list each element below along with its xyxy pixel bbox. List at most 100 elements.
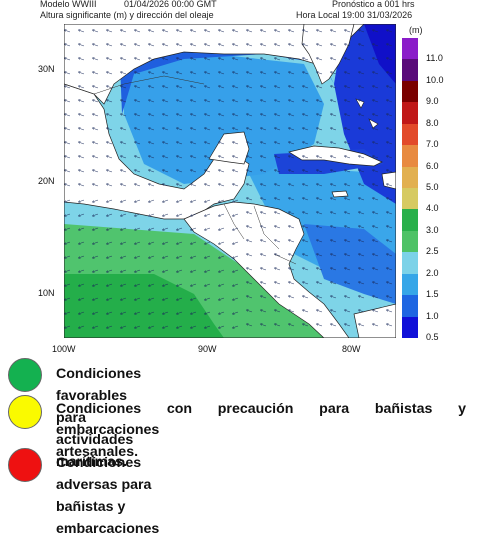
direction-arrow bbox=[64, 155, 71, 159]
direction-arrow bbox=[190, 71, 197, 75]
direction-arrow bbox=[232, 29, 239, 33]
direction-arrow bbox=[316, 127, 323, 131]
scale-swatch bbox=[402, 38, 418, 60]
direction-arrow bbox=[106, 255, 113, 259]
lon-label-80w: 80W bbox=[342, 344, 361, 354]
direction-arrow bbox=[260, 85, 267, 89]
direction-arrow bbox=[274, 281, 281, 285]
direction-arrow bbox=[204, 283, 211, 287]
direction-arrow bbox=[218, 85, 225, 89]
direction-arrow bbox=[358, 127, 365, 131]
direction-arrow bbox=[204, 325, 211, 329]
direction-arrow bbox=[78, 127, 85, 131]
direction-arrow bbox=[358, 43, 365, 47]
direction-arrow bbox=[372, 71, 379, 75]
direction-arrow bbox=[246, 29, 253, 33]
direction-arrow bbox=[106, 169, 113, 173]
direction-arrow bbox=[134, 99, 141, 103]
direction-arrow bbox=[344, 281, 351, 285]
direction-arrow bbox=[344, 29, 351, 33]
direction-arrow bbox=[372, 43, 379, 47]
direction-arrow bbox=[204, 155, 211, 159]
direction-arrow bbox=[176, 325, 183, 329]
direction-arrow bbox=[330, 225, 337, 229]
direction-arrow bbox=[92, 141, 99, 145]
lat-label-10n: 10N bbox=[38, 288, 55, 298]
direction-arrow bbox=[162, 183, 169, 187]
direction-arrow bbox=[274, 295, 281, 299]
direction-arrow bbox=[190, 99, 197, 103]
direction-arrow bbox=[372, 323, 379, 327]
direction-arrow bbox=[176, 199, 183, 203]
direction-arrow bbox=[78, 325, 85, 329]
direction-arrow bbox=[232, 99, 239, 103]
direction-arrow bbox=[64, 183, 71, 187]
scale-label: 9.0 bbox=[426, 96, 439, 107]
direction-arrow bbox=[316, 295, 323, 299]
direction-arrow bbox=[148, 85, 155, 89]
direction-arrow bbox=[344, 211, 351, 215]
direction-arrow bbox=[120, 311, 127, 315]
direction-arrow bbox=[176, 57, 183, 61]
direction-arrow bbox=[274, 113, 281, 117]
direction-arrow bbox=[232, 141, 239, 145]
direction-arrow bbox=[372, 85, 379, 89]
direction-arrow bbox=[78, 99, 85, 103]
direction-arrow bbox=[260, 99, 267, 103]
direction-arrow bbox=[246, 113, 253, 117]
direction-arrow bbox=[330, 281, 337, 285]
direction-arrow bbox=[372, 127, 379, 131]
direction-arrow bbox=[78, 199, 85, 203]
direction-arrow bbox=[176, 255, 183, 259]
lon-label-90w: 90W bbox=[198, 344, 217, 354]
direction-arrow bbox=[204, 113, 211, 117]
direction-arrow bbox=[246, 99, 253, 103]
direction-arrow bbox=[162, 141, 169, 145]
direction-arrow bbox=[78, 113, 85, 117]
unit-label: (m) bbox=[409, 25, 423, 35]
direction-arrow bbox=[218, 269, 225, 273]
direction-arrow bbox=[106, 71, 113, 75]
direction-arrow bbox=[78, 227, 85, 231]
direction-arrow bbox=[316, 99, 323, 103]
direction-arrow bbox=[92, 241, 99, 245]
direction-arrow bbox=[64, 199, 71, 203]
direction-arrow bbox=[358, 323, 365, 327]
direction-arrow bbox=[358, 71, 365, 75]
direction-arrow bbox=[92, 57, 99, 61]
direction-arrow bbox=[78, 71, 85, 75]
direction-arrow bbox=[64, 43, 71, 47]
direction-arrow bbox=[148, 127, 155, 131]
direction-arrow bbox=[218, 255, 225, 259]
direction-arrow bbox=[302, 141, 309, 145]
wave-direction-arrows bbox=[64, 29, 393, 329]
direction-arrow bbox=[330, 169, 337, 173]
direction-arrow bbox=[330, 197, 337, 201]
direction-arrow bbox=[148, 169, 155, 173]
direction-arrow bbox=[120, 71, 127, 75]
direction-arrow bbox=[218, 29, 225, 33]
direction-arrow bbox=[358, 183, 365, 187]
scale-label: 0.5 bbox=[426, 332, 439, 342]
direction-arrow bbox=[176, 85, 183, 89]
direction-arrow bbox=[260, 183, 267, 187]
direction-arrow bbox=[218, 283, 225, 287]
direction-arrow bbox=[330, 99, 337, 103]
direction-arrow bbox=[148, 283, 155, 287]
direction-arrow bbox=[64, 29, 71, 33]
direction-arrow bbox=[64, 325, 71, 329]
direction-arrow bbox=[120, 241, 127, 245]
scale-swatch bbox=[402, 102, 418, 124]
atlantic-deep-zone bbox=[364, 24, 396, 84]
direction-arrow bbox=[246, 71, 253, 75]
direction-arrow bbox=[260, 43, 267, 47]
direction-arrow bbox=[92, 311, 99, 315]
direction-arrow bbox=[386, 295, 393, 299]
direction-arrow bbox=[120, 199, 127, 203]
direction-arrow bbox=[288, 85, 295, 89]
direction-arrow bbox=[106, 85, 113, 89]
direction-arrow bbox=[176, 71, 183, 75]
direction-arrow bbox=[190, 269, 197, 273]
scale-swatch bbox=[402, 295, 418, 317]
direction-arrow bbox=[330, 85, 337, 89]
